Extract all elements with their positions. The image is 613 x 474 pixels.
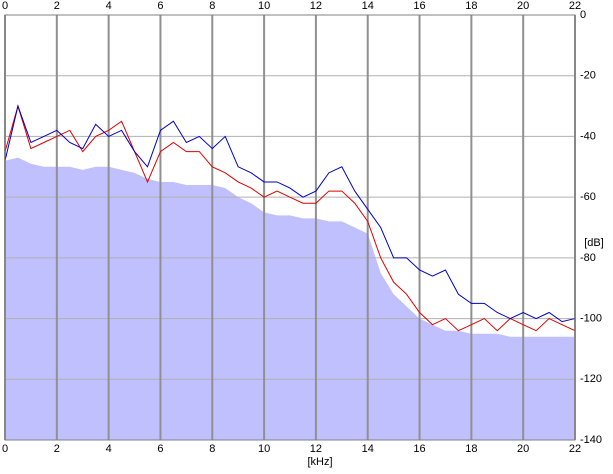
x-tick-label: 14	[362, 0, 374, 12]
x-tick-label: 18	[465, 443, 477, 455]
y-tick-label: -140	[580, 434, 602, 446]
x-tick-label: 8	[209, 443, 215, 455]
x-tick-label: 2	[54, 443, 60, 455]
x-tick-label: 2	[54, 0, 60, 12]
spectrum-line	[4, 104, 576, 332]
x-tick-label: 20	[517, 443, 529, 455]
x-tick-label: 4	[106, 443, 112, 455]
y-tick-label: -100	[580, 312, 602, 324]
x-tick-label: 14	[362, 443, 374, 455]
x-tick-label: 10	[258, 443, 270, 455]
y-axis-label: [dB]	[584, 237, 604, 249]
y-tick-label: 0	[580, 9, 586, 21]
x-tick-label: 8	[209, 0, 215, 12]
y-tick-label: -80	[580, 252, 596, 264]
x-axis-label: [kHz]	[307, 456, 332, 468]
x-tick-label: 18	[465, 0, 477, 12]
x-tick-label: 16	[413, 0, 425, 12]
x-tick-label: 10	[258, 0, 270, 12]
x-tick-label: 20	[517, 0, 529, 12]
y-tick-label: -120	[580, 373, 602, 385]
spectrum-line	[4, 104, 576, 323]
x-tick-label: 12	[310, 0, 322, 12]
x-tick-label: 16	[413, 443, 425, 455]
y-tick-label: -60	[580, 191, 596, 203]
x-tick-label: 4	[106, 0, 112, 12]
x-tick-label: 22	[569, 0, 581, 12]
plot-frame	[4, 14, 576, 441]
x-tick-label: 6	[157, 0, 163, 12]
y-tick-label: -40	[580, 130, 596, 142]
x-tick-label: 6	[157, 443, 163, 455]
x-tick-label: 0	[2, 0, 8, 12]
x-tick-label: 0	[2, 443, 8, 455]
spectrum-area	[5, 157, 575, 440]
x-tick-label: 12	[310, 443, 322, 455]
x-tick-label: 22	[569, 443, 581, 455]
y-tick-label: -20	[580, 70, 596, 82]
